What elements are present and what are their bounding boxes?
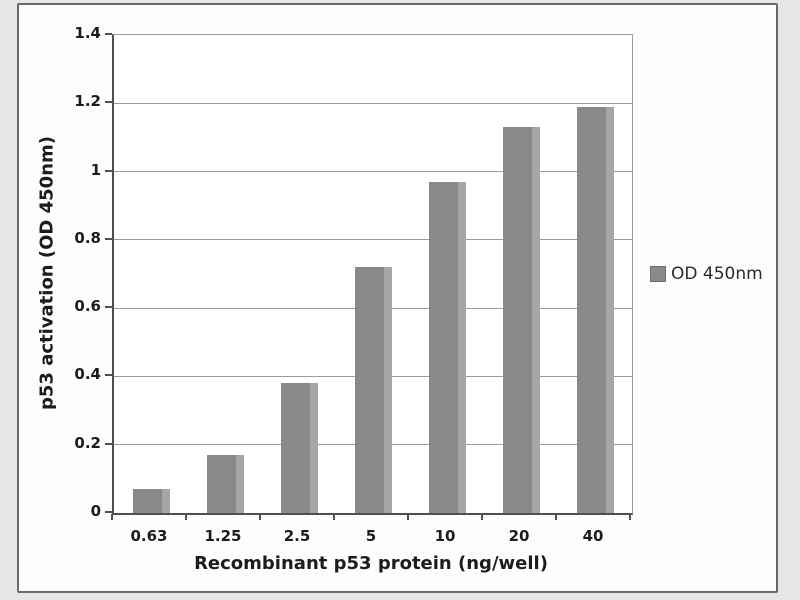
legend: OD 450nm <box>650 264 763 284</box>
x-tick-label-20: 20 <box>508 527 530 545</box>
x-tick-mark-6 <box>555 514 557 520</box>
x-tick-label-0.63: 0.63 <box>130 527 168 545</box>
gridline-y-0.8 <box>114 239 632 241</box>
y-tick-mark-1.4 <box>105 33 112 35</box>
gridline-y-1 <box>114 171 632 173</box>
x-tick-label-5: 5 <box>365 527 377 545</box>
bar-10 <box>428 182 466 513</box>
x-tick-label-2.5: 2.5 <box>283 527 311 545</box>
gridline-y-1.2 <box>114 102 632 104</box>
bar-40 <box>576 107 614 513</box>
x-tick-mark-7 <box>629 514 631 520</box>
y-tick-mark-1.2 <box>105 101 112 104</box>
y-tick-label-1: 1 <box>90 160 101 179</box>
y-tick-label-0.4: 0.4 <box>74 365 101 384</box>
x-tick-mark-0 <box>111 514 113 520</box>
x-tick-label-10: 10 <box>434 527 456 545</box>
x-axis-title: Recombinant p53 protein (ng/well) <box>194 553 548 574</box>
bar-5 <box>354 267 392 513</box>
y-tick-mark-0.6 <box>105 306 112 309</box>
y-tick-mark-0.4 <box>105 374 112 377</box>
y-tick-label-0.8: 0.8 <box>74 228 101 247</box>
x-tick-label-40: 40 <box>582 527 604 545</box>
y-tick-label-1.2: 1.2 <box>74 92 101 111</box>
legend-label: OD 450nm <box>671 264 763 284</box>
x-tick-mark-1 <box>185 514 187 520</box>
y-tick-mark-0.2 <box>105 442 112 445</box>
y-tick-label-0: 0 <box>90 502 101 520</box>
bar-20 <box>502 127 540 513</box>
y-tick-mark-1 <box>105 169 112 172</box>
x-tick-mark-4 <box>407 514 409 520</box>
y-tick-label-0.2: 0.2 <box>74 433 101 452</box>
y-tick-label-1.4: 1.4 <box>74 24 101 42</box>
bar-2.5 <box>280 383 318 513</box>
bar-1.25 <box>206 455 244 513</box>
x-tick-label-1.25: 1.25 <box>204 527 242 545</box>
plot-area <box>112 34 633 515</box>
x-tick-mark-3 <box>333 514 335 520</box>
y-tick-mark-0 <box>105 511 112 513</box>
legend-swatch-icon <box>650 266 666 282</box>
x-tick-mark-5 <box>481 514 483 520</box>
chart-frame: p53 activation (OD 450nm) Recombinant p5… <box>17 3 778 593</box>
y-tick-label-0.6: 0.6 <box>74 297 101 316</box>
y-tick-mark-0.8 <box>105 237 112 240</box>
bar-0.63 <box>132 489 170 513</box>
x-tick-mark-2 <box>259 514 261 520</box>
